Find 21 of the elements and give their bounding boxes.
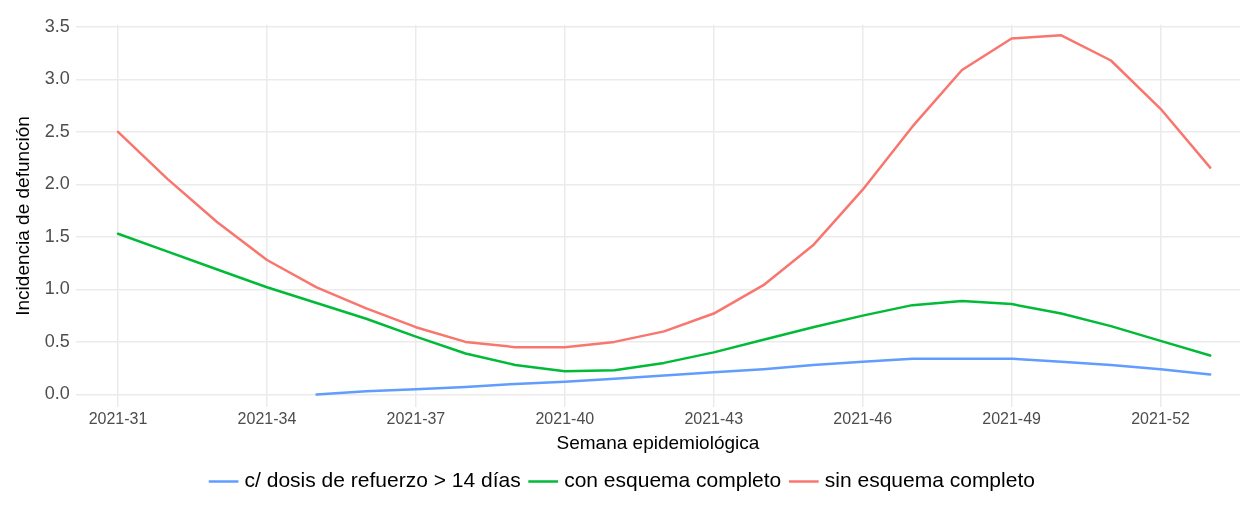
x-tick-label: 2021-49 xyxy=(982,410,1042,428)
y-tick-label: 1.0 xyxy=(44,278,70,299)
y-tick-label: 3.5 xyxy=(44,15,70,36)
y-tick-label: 3.0 xyxy=(44,68,70,89)
legend-label: sin esquema completo xyxy=(824,468,1035,492)
legend-label: con esquema completo xyxy=(564,468,782,492)
legend-label: c/ dosis de refuerzo > 14 días xyxy=(244,468,521,492)
x-tick-label: 2021-37 xyxy=(386,410,446,428)
x-tick-label: 2021-34 xyxy=(237,410,297,428)
x-tick-label: 2021-52 xyxy=(1131,410,1191,428)
y-tick-label: 2.0 xyxy=(44,173,70,194)
y-tick-label: 1.5 xyxy=(44,225,70,246)
x-axis-title: Semana epidemiológica xyxy=(556,431,760,453)
x-tick-label: 2021-31 xyxy=(88,410,148,428)
y-tick-label: 0.0 xyxy=(44,383,70,404)
y-tick-label: 0.5 xyxy=(44,330,70,351)
x-tick-label: 2021-43 xyxy=(684,410,744,428)
y-axis-title: Incidencia de defunción xyxy=(11,116,33,316)
x-tick-label: 2021-40 xyxy=(535,410,595,428)
x-tick-label: 2021-46 xyxy=(833,410,893,428)
y-tick-label: 2.5 xyxy=(44,120,70,141)
